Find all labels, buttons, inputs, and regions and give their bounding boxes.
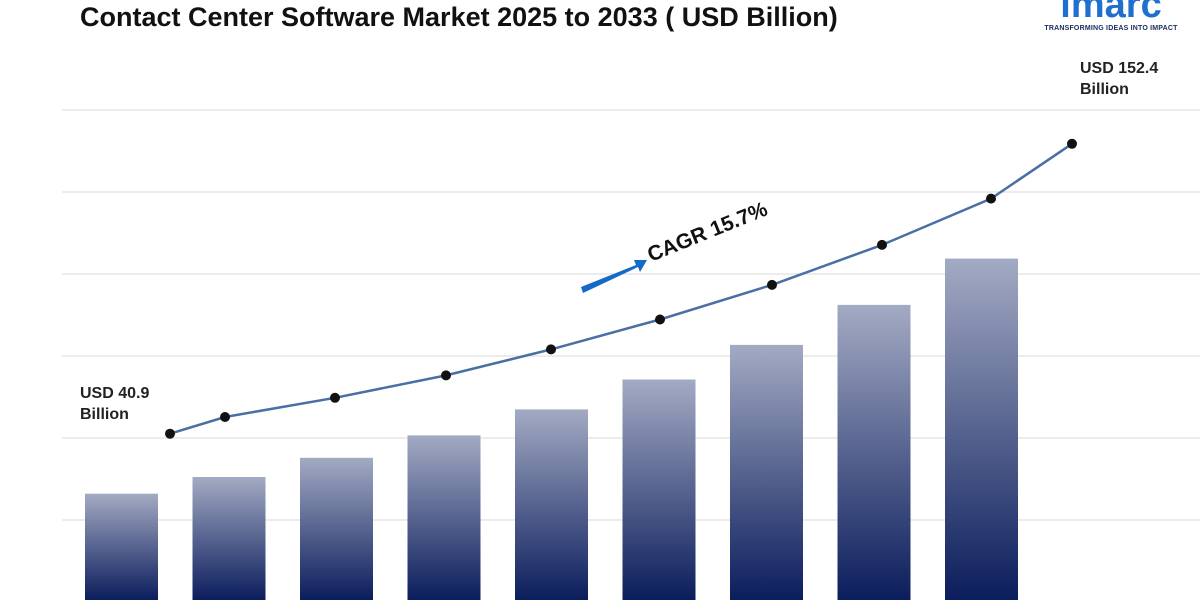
line-point-3 [441, 370, 451, 381]
line-point-6 [767, 279, 777, 290]
logo-tagline: TRANSFORMING IDEAS INTO IMPACT [1044, 25, 1178, 32]
start-value-annotation: USD 40.9 Billion [80, 383, 149, 425]
cagr-arrow-icon [581, 260, 647, 293]
chart-title: Contact Center Software Market 2025 to 2… [80, 2, 838, 32]
bar-2025 [85, 493, 158, 600]
bar-2031 [730, 344, 803, 600]
bar-2030 [622, 379, 696, 600]
bars [85, 258, 1018, 600]
cagr-annotation: CAGR 15.7% [581, 198, 771, 293]
line-point-9 [1067, 138, 1077, 149]
line-point-5 [655, 314, 665, 325]
start-value-text: USD 40.9 [80, 385, 150, 402]
bar-2027 [300, 457, 373, 600]
line-point-8 [986, 193, 996, 204]
line-point-7 [877, 239, 887, 250]
start-unit-text: Billion [80, 406, 129, 423]
cagr-label: CAGR 15.7% [644, 198, 771, 267]
bar-2028 [407, 435, 481, 600]
line-point-2 [330, 392, 340, 403]
imarc-logo: imarc TRANSFORMING IDEAS INTO IMPACT [1022, 0, 1200, 36]
line-point-0 [165, 428, 175, 439]
logo-wordmark: imarc [1060, 0, 1162, 26]
bar-2029 [515, 409, 588, 600]
trend-line-series [165, 138, 1077, 439]
bar-2026 [192, 477, 266, 600]
trend-line [169, 142, 1073, 435]
bar-2032 [837, 304, 911, 600]
end-value-annotation: USD 152.4 Billion [1080, 58, 1158, 100]
end-unit-text: Billion [1080, 81, 1129, 98]
bar-2033 [945, 258, 1018, 600]
line-point-4 [546, 344, 556, 355]
end-value-text: USD 152.4 [1080, 60, 1159, 77]
line-point-1 [220, 412, 230, 422]
